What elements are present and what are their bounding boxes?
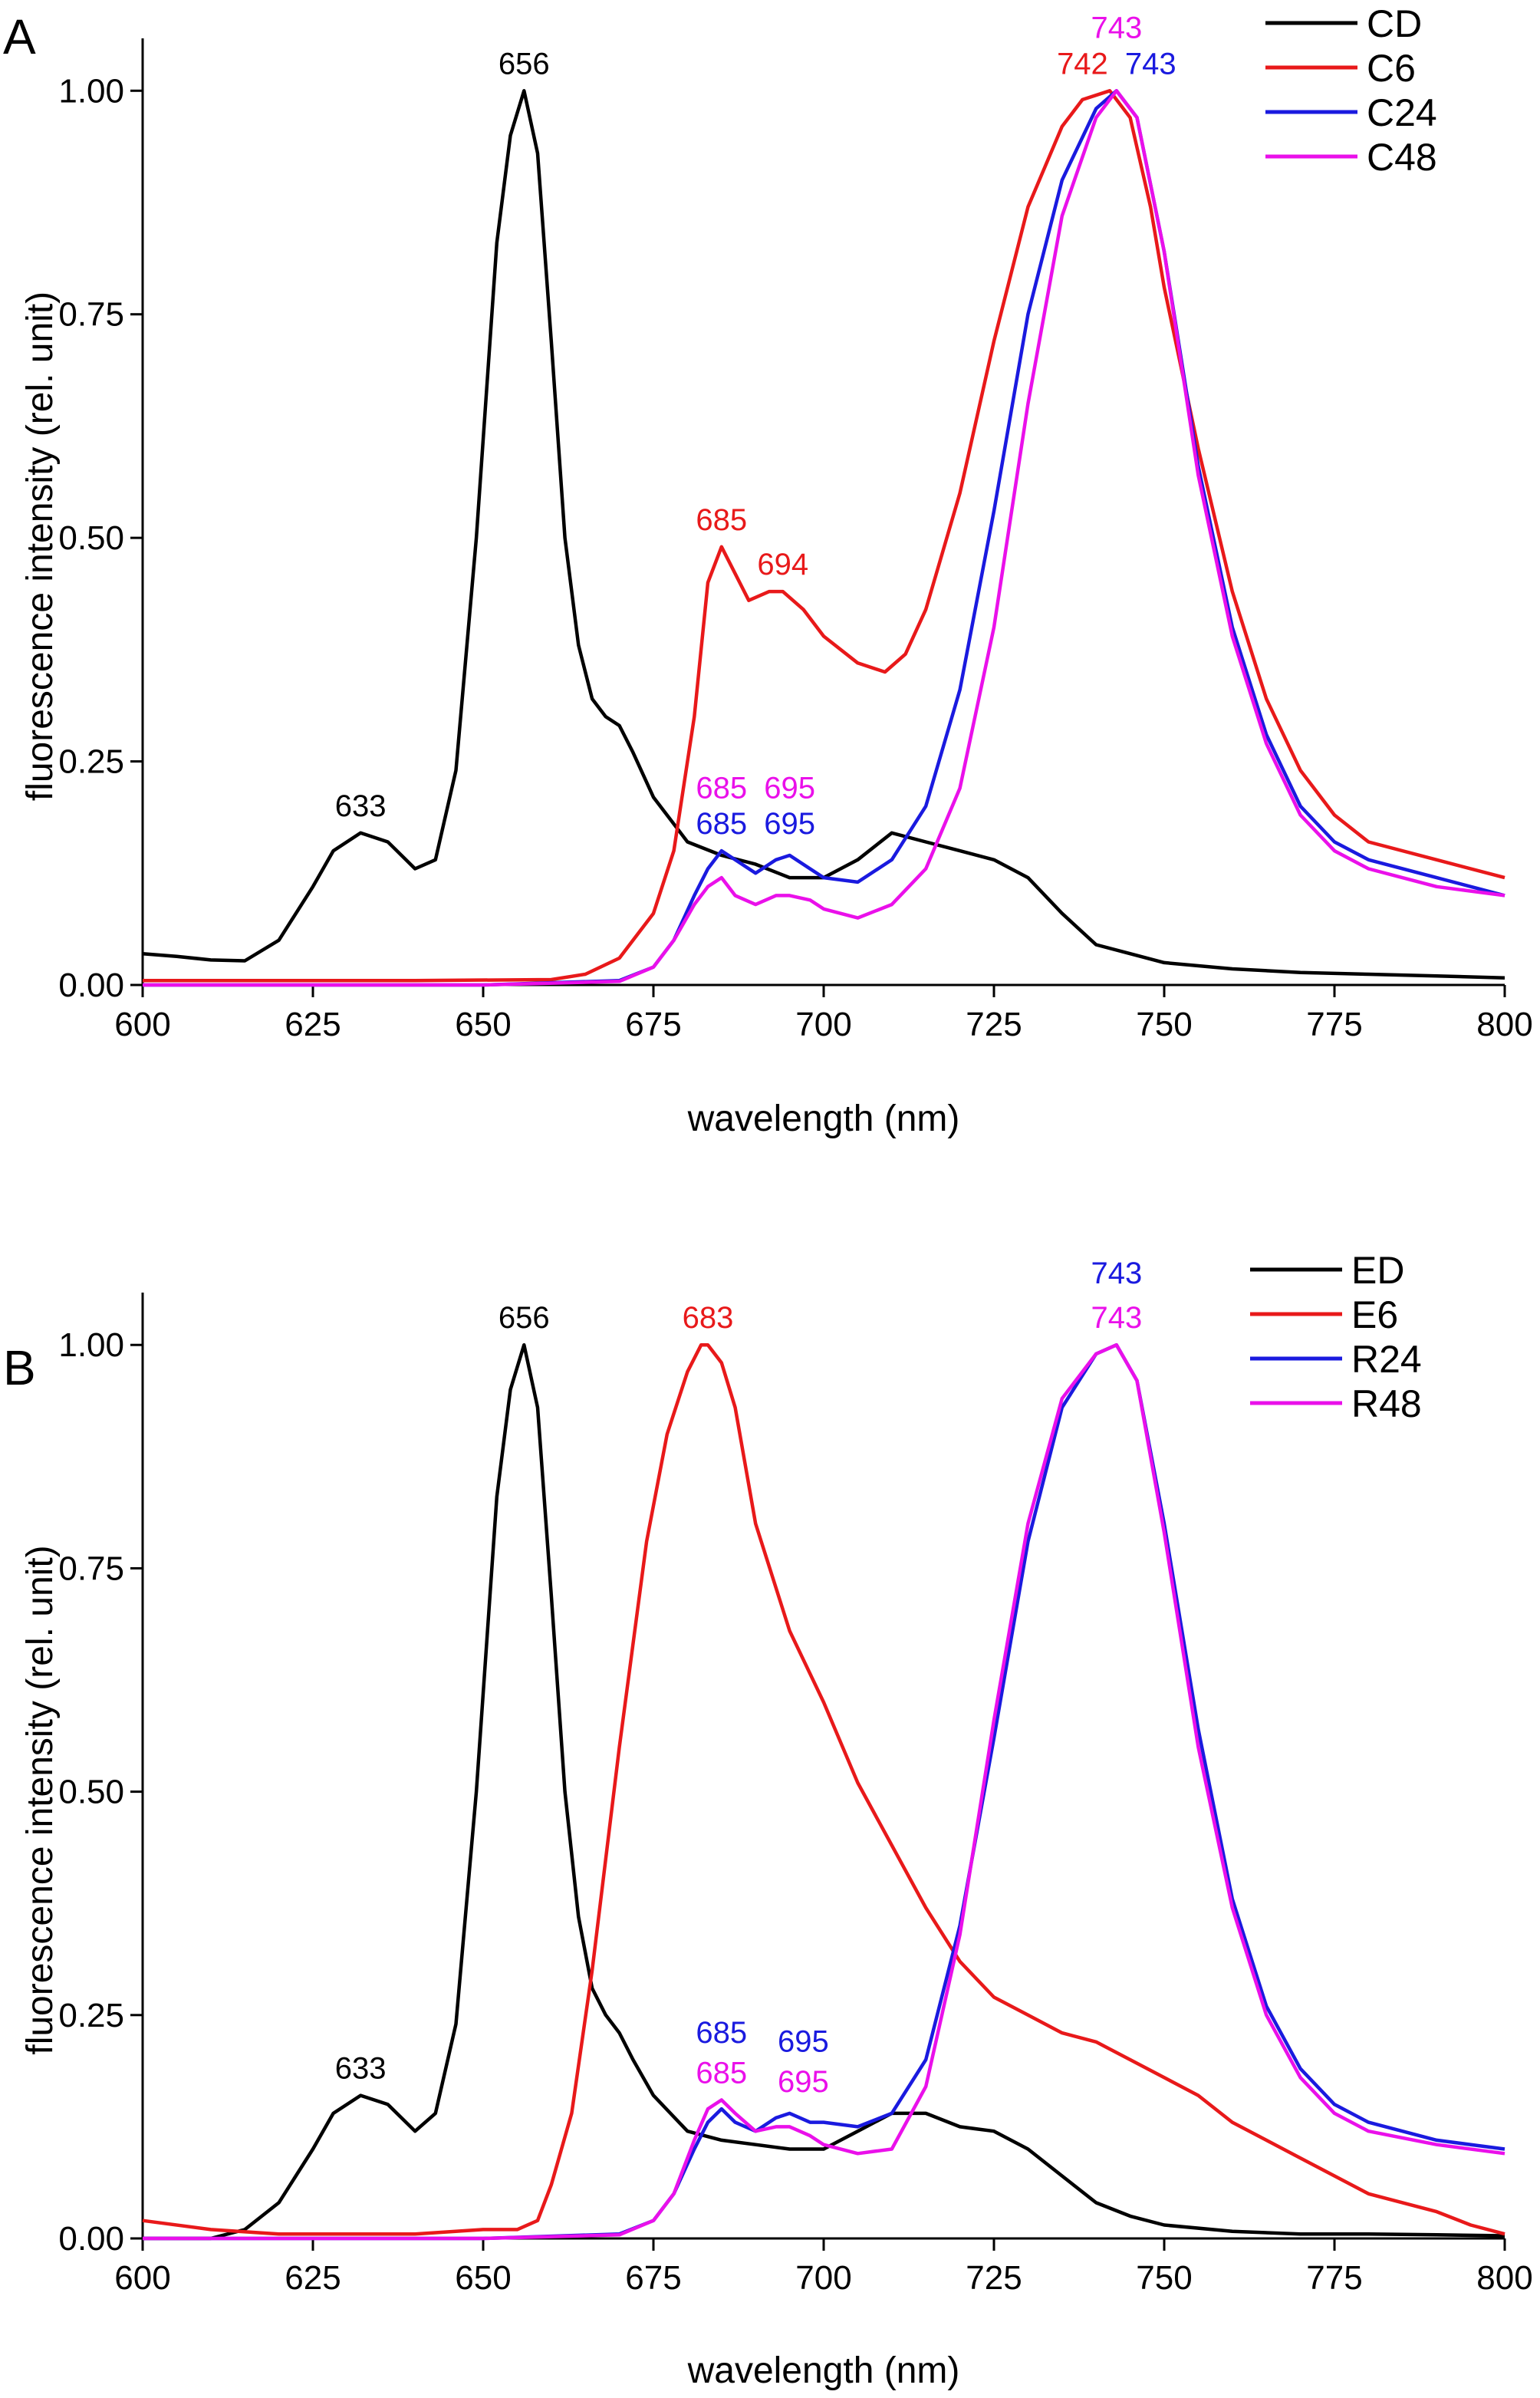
legend-label-c6: C6 (1367, 47, 1416, 90)
x-tick-label: 775 (1306, 2259, 1362, 2297)
x-tick-label: 600 (114, 2259, 170, 2297)
legend-label-c24: C24 (1367, 91, 1437, 134)
y-tick-label: 0.50 (58, 1774, 124, 1811)
series-line-r48 (143, 1342, 1505, 2241)
legend-label-e6: E6 (1351, 1293, 1398, 1336)
peak-label: 695 (764, 772, 815, 805)
x-tick-label: 725 (966, 2259, 1022, 2297)
x-tick-label: 700 (795, 1006, 851, 1043)
legend-label-ed: ED (1351, 1249, 1404, 1292)
x-tick-label: 775 (1306, 1006, 1362, 1043)
peak-label: 685 (696, 503, 747, 537)
peak-label: 656 (499, 1301, 550, 1335)
x-tick-label: 675 (625, 2259, 681, 2297)
x-tick-label: 750 (1136, 1006, 1192, 1043)
y-tick-label: 0.25 (58, 743, 124, 781)
peak-label: 685 (696, 772, 747, 805)
peak-label: 743 (1091, 1257, 1142, 1290)
peak-label: 683 (683, 1301, 734, 1335)
series-line-ed (143, 1342, 1505, 2241)
series-line-c24 (143, 89, 1505, 987)
x-tick-label: 625 (285, 2259, 341, 2297)
legend-label-cd: CD (1367, 2, 1422, 45)
y-tick-label: 0.75 (58, 1550, 124, 1587)
series-line-c48 (143, 89, 1505, 987)
peak-label: 695 (778, 2065, 829, 2099)
y-tick-label: 0.25 (58, 1997, 124, 2034)
x-tick-label: 600 (114, 1006, 170, 1043)
y-tick-label: 0.50 (58, 519, 124, 557)
y-tick-label: 0.00 (58, 967, 124, 1004)
y-axis-title: fluorescence intensity (rel. unit) (20, 1545, 61, 2054)
x-tick-label: 750 (1136, 2259, 1192, 2297)
peak-label: 685 (696, 2056, 747, 2090)
x-tick-label: 700 (795, 2259, 851, 2297)
peak-label: 633 (335, 2052, 387, 2086)
x-tick-label: 800 (1476, 1006, 1532, 1043)
series-line-e6 (142, 1342, 1505, 2236)
legend-label-r48: R48 (1351, 1382, 1422, 1425)
peak-label: 743 (1091, 12, 1142, 45)
peak-label: 685 (696, 2016, 747, 2050)
peak-label: 656 (499, 47, 550, 81)
x-tick-label: 675 (625, 1006, 681, 1043)
x-tick-label: 725 (966, 1006, 1022, 1043)
panel-letter: B (3, 1340, 36, 1395)
chart-panel-b: B 600 625 650 675 700 725 750 775 800 0.00 0.25 0.50… (3, 1249, 1533, 2391)
peak-label: 743 (1091, 1301, 1142, 1335)
peak-label: 695 (778, 2025, 829, 2059)
y-tick-label: 0.75 (58, 296, 124, 334)
y-tick-label: 1.00 (58, 72, 124, 110)
peak-label: 743 (1125, 47, 1176, 81)
peak-label: 695 (764, 807, 815, 841)
peak-label: 694 (757, 548, 808, 581)
x-tick-label: 650 (455, 1006, 511, 1043)
panel-letter: A (3, 9, 36, 64)
y-tick-label: 1.00 (58, 1326, 124, 1364)
peak-label: 633 (335, 789, 387, 823)
peak-label: 742 (1057, 47, 1108, 81)
x-axis-title: wavelength (nm) (687, 1099, 960, 1139)
legend-label-c48: C48 (1367, 136, 1437, 179)
x-tick-label: 625 (285, 1006, 341, 1043)
series-line-r24 (143, 1342, 1505, 2241)
peak-label: 685 (696, 807, 747, 841)
y-axis-title: fluorescence intensity (rel. unit) (20, 292, 61, 801)
series-line-cd (142, 89, 1505, 980)
x-tick-label: 650 (455, 2259, 511, 2297)
chart-panel-a: A 600 625 650 675 700 725 750 775 800 0.00 0.25 0.50… (3, 2, 1533, 1139)
legend-label-r24: R24 (1351, 1338, 1422, 1381)
x-tick-label: 800 (1476, 2259, 1532, 2297)
y-tick-label: 0.00 (58, 2220, 124, 2258)
x-axis-title: wavelength (nm) (687, 2350, 960, 2391)
series-line-c6 (143, 89, 1505, 983)
